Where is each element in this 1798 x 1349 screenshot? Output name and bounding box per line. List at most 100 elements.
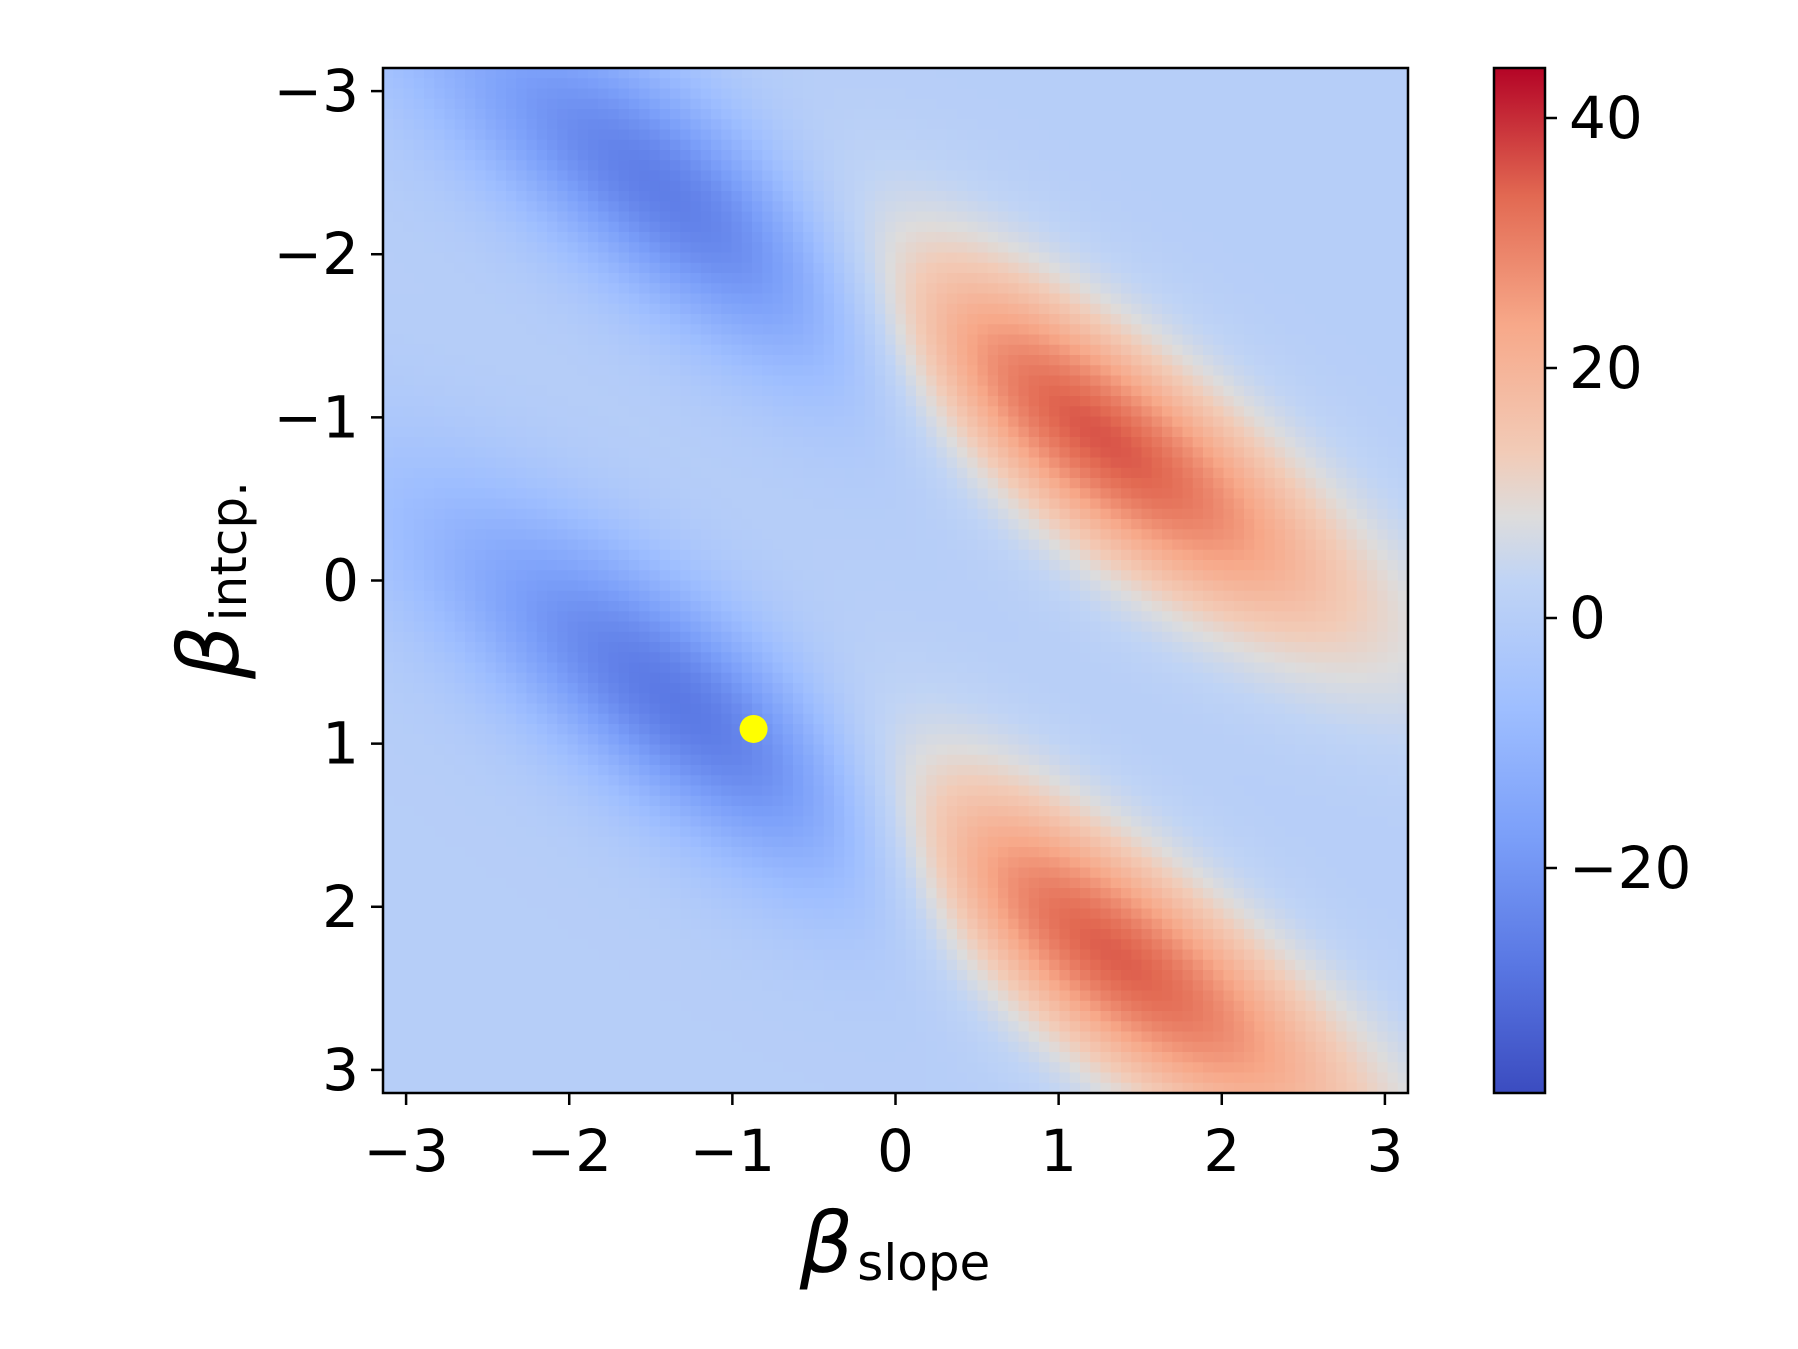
heatmap-cell bbox=[557, 1052, 569, 1063]
heatmap-cell bbox=[577, 191, 589, 202]
heatmap-cell bbox=[731, 703, 743, 715]
heatmap-cell bbox=[772, 1021, 784, 1033]
heatmap-cell bbox=[659, 201, 671, 213]
heatmap-cell bbox=[598, 150, 610, 161]
heatmap-cell bbox=[875, 734, 886, 746]
heatmap-cell bbox=[721, 1000, 733, 1012]
heatmap-cell bbox=[506, 232, 517, 243]
heatmap-cell bbox=[711, 642, 722, 653]
heatmap-cell bbox=[424, 283, 435, 295]
heatmap-cell bbox=[588, 396, 599, 407]
heatmap-cell bbox=[885, 365, 897, 377]
heatmap-cell bbox=[475, 119, 487, 131]
heatmap-cell bbox=[762, 252, 774, 264]
heatmap-cell bbox=[444, 150, 456, 161]
heatmap-cell bbox=[741, 519, 753, 530]
heatmap-cell bbox=[649, 232, 661, 243]
heatmap-cell bbox=[823, 385, 835, 397]
heatmap-cell bbox=[434, 355, 446, 366]
heatmap-cell bbox=[567, 744, 579, 756]
heatmap-cell bbox=[793, 365, 804, 377]
heatmap-cell bbox=[854, 519, 866, 530]
heatmap-cell bbox=[875, 314, 886, 325]
heatmap-cell bbox=[844, 139, 856, 151]
heatmap-cell bbox=[454, 570, 466, 582]
heatmap-cell bbox=[588, 365, 599, 377]
heatmap-cell bbox=[793, 1072, 804, 1084]
heatmap-cell bbox=[588, 273, 599, 284]
heatmap-cell bbox=[721, 119, 733, 131]
heatmap-cell bbox=[526, 621, 538, 633]
heatmap-cell bbox=[762, 959, 774, 971]
heatmap-cell bbox=[629, 836, 640, 848]
heatmap-cell bbox=[577, 262, 589, 274]
heatmap-cell bbox=[526, 457, 538, 469]
heatmap-cell bbox=[670, 498, 681, 510]
heatmap-cell bbox=[506, 549, 517, 561]
heatmap-cell bbox=[823, 601, 835, 612]
heatmap-cell bbox=[506, 344, 517, 356]
heatmap-cell bbox=[475, 416, 487, 428]
heatmap-cell bbox=[393, 683, 405, 694]
heatmap-cell bbox=[711, 68, 722, 79]
heatmap-cell bbox=[782, 713, 794, 725]
heatmap-cell bbox=[731, 88, 743, 100]
heatmap-cell bbox=[444, 1082, 456, 1094]
heatmap-cell bbox=[762, 478, 774, 489]
heatmap-cell bbox=[434, 221, 446, 233]
heatmap-cell bbox=[506, 611, 517, 623]
heatmap-cell bbox=[752, 959, 763, 971]
heatmap-cell bbox=[649, 478, 661, 489]
heatmap-cell bbox=[403, 170, 415, 182]
heatmap-cell bbox=[567, 949, 579, 961]
heatmap-cell bbox=[700, 191, 712, 202]
heatmap-cell bbox=[875, 970, 886, 981]
heatmap-cell bbox=[383, 273, 394, 284]
heatmap-cell bbox=[864, 242, 876, 254]
heatmap-cell bbox=[782, 314, 794, 325]
heatmap-cell bbox=[772, 160, 784, 172]
heatmap-cell bbox=[475, 1041, 487, 1053]
heatmap-cell bbox=[834, 795, 845, 807]
heatmap-cell bbox=[413, 631, 425, 643]
heatmap-cell bbox=[557, 221, 569, 233]
heatmap-cell bbox=[813, 1011, 825, 1022]
heatmap-cell bbox=[444, 88, 456, 100]
heatmap-cell bbox=[741, 170, 753, 182]
heatmap-cell bbox=[639, 734, 651, 746]
heatmap-cell bbox=[782, 416, 794, 428]
heatmap-cell bbox=[567, 1000, 579, 1012]
heatmap-cell bbox=[475, 262, 487, 274]
heatmap-cell bbox=[526, 847, 538, 858]
heatmap-cell bbox=[639, 508, 651, 520]
heatmap-cell bbox=[444, 1031, 456, 1043]
heatmap-cell bbox=[813, 478, 825, 489]
heatmap-cell bbox=[844, 806, 856, 817]
heatmap-cell bbox=[547, 724, 558, 735]
heatmap-cell bbox=[516, 539, 528, 551]
heatmap-cell bbox=[598, 929, 610, 940]
heatmap-cell bbox=[434, 898, 446, 910]
heatmap-cell bbox=[854, 642, 866, 653]
heatmap-cell bbox=[731, 498, 743, 510]
heatmap-cell bbox=[782, 529, 794, 541]
heatmap-cell bbox=[403, 529, 415, 541]
heatmap-cell bbox=[793, 754, 804, 766]
heatmap-cell bbox=[803, 365, 815, 377]
heatmap-cell bbox=[393, 713, 405, 725]
heatmap-cell bbox=[721, 949, 733, 961]
heatmap-cell bbox=[485, 150, 497, 161]
heatmap-cell bbox=[598, 119, 610, 131]
heatmap-cell bbox=[680, 375, 692, 387]
heatmap-cell bbox=[475, 170, 487, 182]
heatmap-cell bbox=[393, 221, 405, 233]
heatmap-cell bbox=[506, 406, 517, 418]
heatmap-cell bbox=[731, 601, 743, 612]
heatmap-cell bbox=[526, 918, 538, 930]
heatmap-cell bbox=[547, 303, 558, 315]
heatmap-cell bbox=[403, 734, 415, 746]
heatmap-cell bbox=[854, 273, 866, 284]
heatmap-cell bbox=[690, 324, 702, 336]
heatmap-cell bbox=[741, 211, 753, 223]
heatmap-cell bbox=[424, 498, 435, 510]
